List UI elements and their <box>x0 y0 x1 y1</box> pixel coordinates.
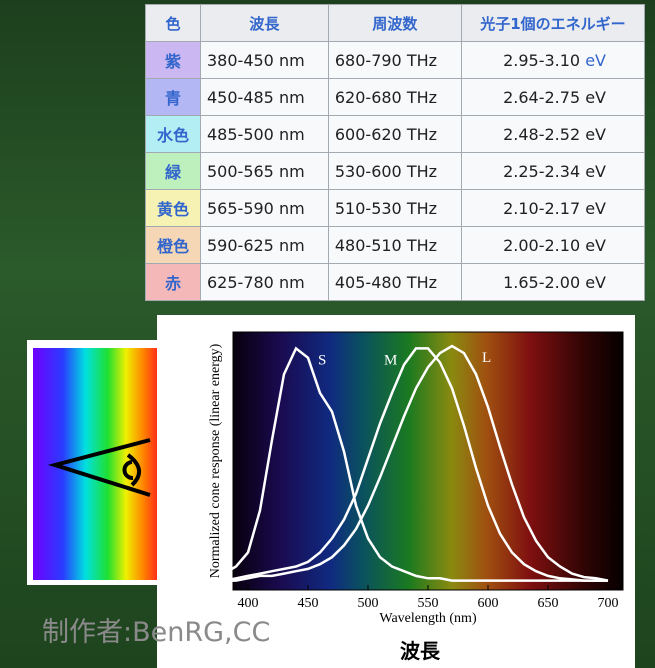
table-cell: 紫 <box>145 41 201 79</box>
x-tick-label: 500 <box>358 596 379 611</box>
table-cell: 450-485 nm <box>200 78 329 116</box>
x-axis-label: Wavelength (nm) <box>379 611 477 626</box>
cone-curve <box>224 344 609 582</box>
x-tick-label: 550 <box>418 596 439 611</box>
caption: 波長 <box>400 639 441 663</box>
table-cell: 405-480 THz <box>327 263 462 301</box>
table-cell: 緑 <box>145 152 201 190</box>
x-tick-label: 400 <box>238 596 259 611</box>
table-cell: 625-780 nm <box>200 263 329 301</box>
plot-area <box>232 331 624 591</box>
table-cell: 1.65-2.00 eV <box>460 263 646 301</box>
x-tick-label: 450 <box>298 596 319 611</box>
x-tick-label: 600 <box>478 596 499 611</box>
credit: 制作者:BenRG,CC <box>42 617 270 648</box>
table-cell: 水色 <box>145 115 201 153</box>
table-cell: 2.95-3.10 eV <box>460 41 646 79</box>
eye-icon <box>47 438 151 497</box>
table-cell: 530-600 THz <box>327 152 462 190</box>
table-row: 赤 625-780 nm 405-480 THz 1.65-2.00 eV <box>145 263 646 301</box>
table-cell: 565-590 nm <box>200 189 329 227</box>
cone-curve <box>223 346 608 582</box>
header-cell: 周波数 <box>327 4 462 42</box>
table-row: 水色 485-500 nm 600-620 THz 2.48-2.52 eV <box>145 115 646 153</box>
table-cell: 2.64-2.75 eV <box>460 78 646 116</box>
table-cell: 600-620 THz <box>327 115 462 153</box>
table-row: 紫 380-450 nm 680-790 THz 2.95-3.10 eV <box>145 41 646 79</box>
series-label: M <box>384 352 397 368</box>
table-cell: 680-790 THz <box>327 41 462 79</box>
x-tick-label: 650 <box>538 596 559 611</box>
header-cell: 光子1個のエネルギー <box>460 4 646 42</box>
table-cell: 2.10-2.17 eV <box>460 189 646 227</box>
series-label: L <box>482 350 491 366</box>
series-label: S <box>318 352 326 368</box>
table-cell: 480-510 THz <box>327 226 462 264</box>
table-cell: 赤 <box>145 263 201 301</box>
unit-link: eV <box>585 50 606 70</box>
table-row: 黄色 565-590 nm 510-530 THz 2.10-2.17 eV <box>145 189 646 227</box>
cone-curve <box>223 347 608 582</box>
x-tick-label: 700 <box>598 596 619 611</box>
header-cell: 色 <box>145 4 201 42</box>
table-cell: 380-450 nm <box>200 41 329 79</box>
table-cell: 青 <box>145 78 201 116</box>
color-table: 色波長 周波数 光子1個のエネルギー紫 380-450 nm 680-790 THz 2.… <box>145 4 646 301</box>
header-cell: 波長 <box>200 4 329 42</box>
cell-text: 2.95-3.10 <box>503 50 581 70</box>
table-cell: 橙色 <box>145 226 201 264</box>
y-axis-label: Normalized cone response (linear energy) <box>208 343 223 578</box>
table-cell: 2.48-2.52 eV <box>460 115 646 153</box>
